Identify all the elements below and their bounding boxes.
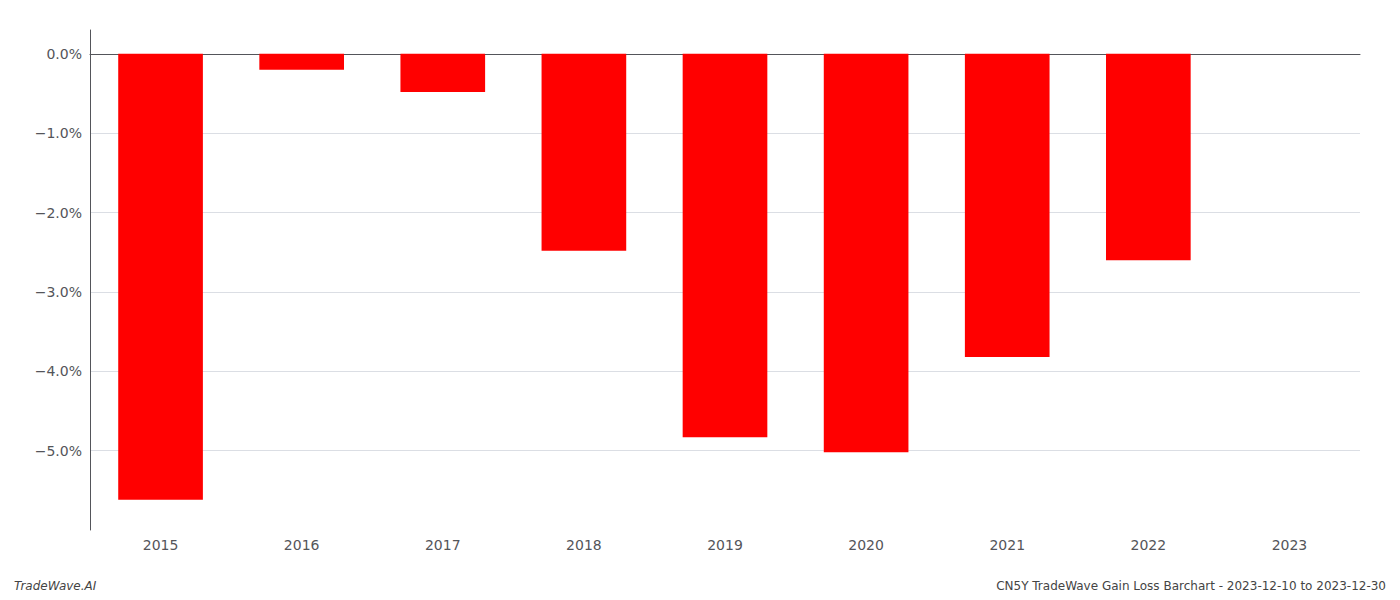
svg-text:2018: 2018 (566, 537, 602, 553)
svg-text:2022: 2022 (1131, 537, 1167, 553)
svg-text:2020: 2020 (848, 537, 884, 553)
svg-text:2023: 2023 (1272, 537, 1308, 553)
svg-text:2017: 2017 (425, 537, 461, 553)
svg-text:TradeWave.AI: TradeWave.AI (14, 579, 97, 593)
svg-text:−5.0%: −5.0% (35, 443, 82, 459)
svg-text:−1.0%: −1.0% (35, 125, 82, 141)
svg-text:CN5Y TradeWave Gain Loss Barch: CN5Y TradeWave Gain Loss Barchart - 2023… (996, 579, 1386, 593)
svg-text:2019: 2019 (707, 537, 743, 553)
svg-text:2015: 2015 (143, 537, 179, 553)
svg-text:2021: 2021 (989, 537, 1025, 553)
svg-text:0.0%: 0.0% (46, 46, 82, 62)
svg-text:−4.0%: −4.0% (35, 363, 82, 379)
svg-text:−3.0%: −3.0% (35, 284, 82, 300)
svg-text:2016: 2016 (284, 537, 320, 553)
svg-text:−2.0%: −2.0% (35, 205, 82, 221)
